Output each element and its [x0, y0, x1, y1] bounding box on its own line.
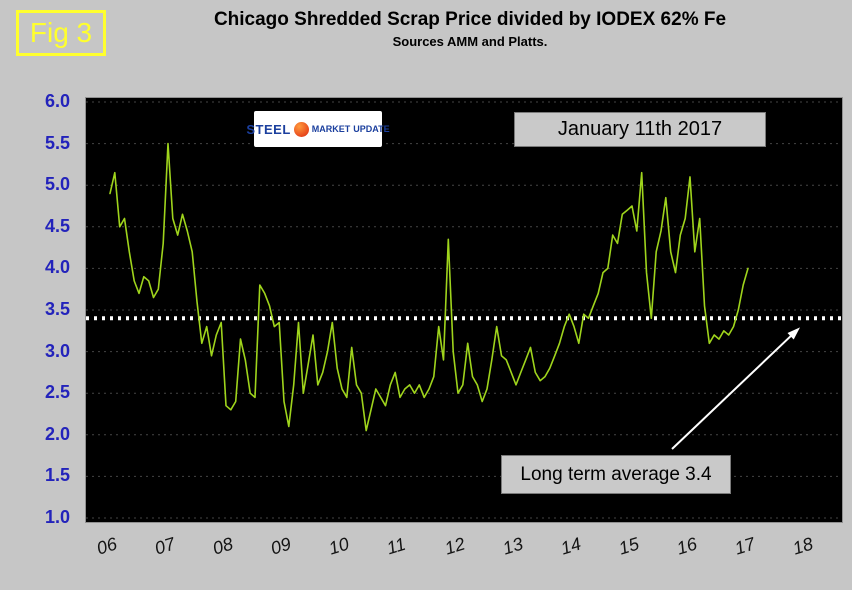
chart-title: Chicago Shredded Scrap Price divided by …: [213, 9, 727, 30]
x-axis-label: 12: [442, 533, 468, 559]
logo-text-rest: MARKET UPDATE: [312, 124, 390, 134]
chart-canvas: [86, 101, 842, 519]
x-axis-label: 14: [558, 533, 584, 559]
chart-header: Chicago Shredded Scrap Price divided by …: [140, 9, 800, 49]
logo-text-update: UPDATE: [353, 124, 390, 134]
y-axis-label: 4.0: [44, 257, 70, 278]
x-axis-label: 17: [732, 533, 758, 559]
x-axis-label: 16: [674, 533, 700, 559]
x-axis-label: 07: [152, 533, 178, 559]
x-axis-label: 13: [500, 533, 526, 559]
y-axis-label: 2.0: [44, 423, 70, 444]
x-axis-label: 15: [616, 533, 642, 559]
y-axis-label: 3.0: [44, 340, 70, 361]
y-axis-label: 5.5: [44, 132, 70, 153]
y-axis-label: 3.5: [44, 299, 70, 319]
date-annotation: January 11th 2017: [514, 112, 766, 147]
x-axis: 06 07 08 09 10 11 12 13 14 15 16 17 18: [85, 527, 843, 572]
y-axis-label: 2.5: [44, 382, 70, 403]
y-axis-label: 1.5: [44, 465, 70, 486]
chart-subtitle: Sources AMM and Platts.: [392, 34, 548, 49]
x-axis-label: 18: [790, 533, 816, 559]
figure-label-text: Fig 3: [29, 17, 93, 48]
figure-label: Fig 3: [16, 10, 106, 56]
smu-logo: STEEL MARKET UPDATE: [246, 111, 390, 147]
y-axis-label: 4.5: [44, 215, 70, 236]
average-pointer-arrow: [671, 332, 795, 450]
x-axis-label: 10: [326, 533, 352, 559]
y-axis-label: 6.0: [44, 91, 70, 111]
y-axis: 6.0 5.5 5.0 4.5 4.0 3.5 3.0 2.5 2.0 1.5 1.0: [0, 91, 78, 527]
arrowhead-icon: [787, 327, 800, 340]
x-axis-label: 11: [384, 533, 409, 559]
plot-area: STEEL MARKET UPDATE January 11th 2017 Lo…: [85, 97, 843, 523]
x-axis-label: 08: [210, 533, 236, 559]
logo-text-market: MARKET: [311, 124, 351, 134]
y-axis-label: 5.0: [44, 174, 70, 195]
average-annotation: Long term average 3.4: [501, 455, 731, 494]
y-axis-label: 1.0: [44, 507, 70, 527]
logo-globe-icon: [293, 121, 309, 137]
price-line: [109, 142, 749, 432]
x-axis-label: 09: [268, 533, 294, 559]
logo-text-steel: STEEL: [246, 121, 291, 137]
x-axis-label: 06: [94, 533, 120, 559]
